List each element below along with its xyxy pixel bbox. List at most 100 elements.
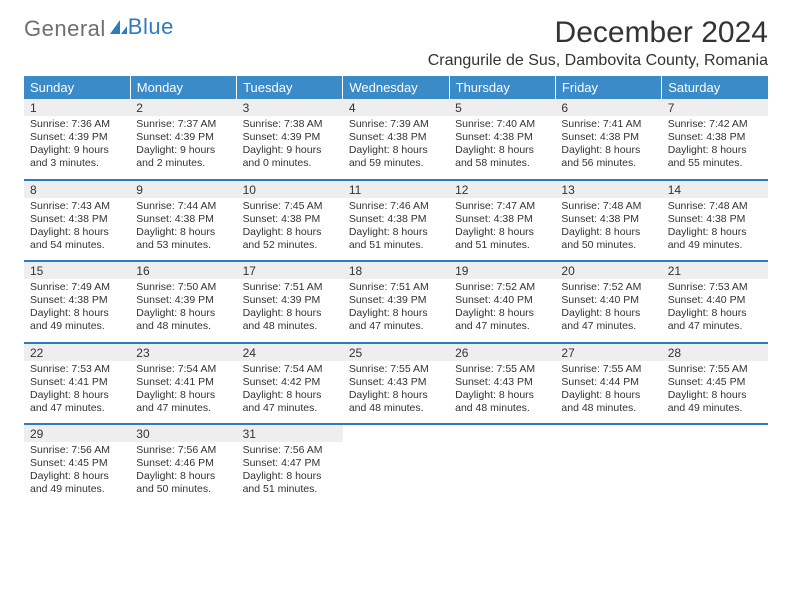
daylight-text-1: Daylight: 8 hours: [30, 389, 124, 402]
day-number: 8: [24, 181, 130, 198]
daylight-text-2: and 0 minutes.: [243, 157, 337, 170]
daylight-text-1: Daylight: 8 hours: [561, 307, 655, 320]
day-number-row: 1234567: [24, 99, 768, 116]
sunset-text: Sunset: 4:40 PM: [455, 294, 549, 307]
location-subtitle: Crangurile de Sus, Dambovita County, Rom…: [24, 52, 768, 70]
day-number: 20: [555, 262, 661, 279]
day-header: Wednesday: [343, 76, 449, 99]
daylight-text-1: Daylight: 8 hours: [30, 307, 124, 320]
day-cell: Sunrise: 7:51 AMSunset: 4:39 PMDaylight:…: [237, 279, 343, 343]
daylight-text-2: and 47 minutes.: [30, 402, 124, 415]
day-number: 21: [662, 262, 768, 279]
sunrise-text: Sunrise: 7:54 AM: [243, 363, 337, 376]
day-number: 27: [555, 344, 661, 361]
day-number: 4: [343, 99, 449, 116]
sunset-text: Sunset: 4:38 PM: [243, 213, 337, 226]
sunset-text: Sunset: 4:38 PM: [668, 131, 762, 144]
sunrise-text: Sunrise: 7:49 AM: [30, 281, 124, 294]
day-cell: Sunrise: 7:47 AMSunset: 4:38 PMDaylight:…: [449, 198, 555, 262]
day-cell: Sunrise: 7:48 AMSunset: 4:38 PMDaylight:…: [662, 198, 768, 262]
daylight-text-2: and 47 minutes.: [243, 402, 337, 415]
sunrise-text: Sunrise: 7:45 AM: [243, 200, 337, 213]
daylight-text-2: and 58 minutes.: [455, 157, 549, 170]
daylight-text-1: Daylight: 8 hours: [455, 144, 549, 157]
day-content-row: Sunrise: 7:43 AMSunset: 4:38 PMDaylight:…: [24, 198, 768, 262]
sunrise-text: Sunrise: 7:56 AM: [136, 444, 230, 457]
daylight-text-2: and 47 minutes.: [455, 320, 549, 333]
day-cell: Sunrise: 7:38 AMSunset: 4:39 PMDaylight:…: [237, 116, 343, 180]
daylight-text-2: and 47 minutes.: [349, 320, 443, 333]
day-cell: Sunrise: 7:39 AMSunset: 4:38 PMDaylight:…: [343, 116, 449, 180]
sunrise-text: Sunrise: 7:42 AM: [668, 118, 762, 131]
sunset-text: Sunset: 4:38 PM: [455, 131, 549, 144]
daylight-text-1: Daylight: 8 hours: [243, 226, 337, 239]
sunset-text: Sunset: 4:38 PM: [668, 213, 762, 226]
day-cell: Sunrise: 7:52 AMSunset: 4:40 PMDaylight:…: [555, 279, 661, 343]
day-cell: Sunrise: 7:42 AMSunset: 4:38 PMDaylight:…: [662, 116, 768, 180]
day-cell: Sunrise: 7:55 AMSunset: 4:43 PMDaylight:…: [343, 361, 449, 425]
sunrise-text: Sunrise: 7:55 AM: [349, 363, 443, 376]
day-number: 24: [237, 344, 343, 361]
day-header: Friday: [555, 76, 661, 99]
sunrise-text: Sunrise: 7:56 AM: [30, 444, 124, 457]
sunset-text: Sunset: 4:38 PM: [30, 294, 124, 307]
day-cell: Sunrise: 7:41 AMSunset: 4:38 PMDaylight:…: [555, 116, 661, 180]
day-header: Monday: [130, 76, 236, 99]
daylight-text-1: Daylight: 8 hours: [561, 389, 655, 402]
day-cell: Sunrise: 7:51 AMSunset: 4:39 PMDaylight:…: [343, 279, 449, 343]
sunset-text: Sunset: 4:38 PM: [455, 213, 549, 226]
daylight-text-2: and 49 minutes.: [668, 402, 762, 415]
day-header: Saturday: [662, 76, 768, 99]
empty-cell: [343, 425, 449, 442]
daylight-text-1: Daylight: 8 hours: [455, 307, 549, 320]
sunrise-text: Sunrise: 7:56 AM: [243, 444, 337, 457]
daylight-text-1: Daylight: 8 hours: [349, 389, 443, 402]
sunrise-text: Sunrise: 7:37 AM: [136, 118, 230, 131]
daylight-text-1: Daylight: 8 hours: [136, 226, 230, 239]
sunset-text: Sunset: 4:41 PM: [136, 376, 230, 389]
day-cell: Sunrise: 7:37 AMSunset: 4:39 PMDaylight:…: [130, 116, 236, 180]
calendar-table: SundayMondayTuesdayWednesdayThursdayFrid…: [24, 76, 768, 505]
daylight-text-2: and 49 minutes.: [30, 483, 124, 496]
daylight-text-2: and 52 minutes.: [243, 239, 337, 252]
daylight-text-1: Daylight: 8 hours: [136, 389, 230, 402]
page-title: December 2024: [555, 16, 768, 50]
sunrise-text: Sunrise: 7:53 AM: [30, 363, 124, 376]
sunset-text: Sunset: 4:44 PM: [561, 376, 655, 389]
sunset-text: Sunset: 4:39 PM: [349, 294, 443, 307]
sunrise-text: Sunrise: 7:51 AM: [243, 281, 337, 294]
daylight-text-1: Daylight: 8 hours: [243, 470, 337, 483]
empty-cell: [343, 442, 449, 505]
daylight-text-1: Daylight: 8 hours: [349, 144, 443, 157]
daylight-text-2: and 3 minutes.: [30, 157, 124, 170]
day-number: 14: [662, 181, 768, 198]
day-cell: Sunrise: 7:40 AMSunset: 4:38 PMDaylight:…: [449, 116, 555, 180]
day-number: 17: [237, 262, 343, 279]
daylight-text-2: and 59 minutes.: [349, 157, 443, 170]
day-cell: Sunrise: 7:48 AMSunset: 4:38 PMDaylight:…: [555, 198, 661, 262]
day-number: 11: [343, 181, 449, 198]
day-header: Thursday: [449, 76, 555, 99]
daylight-text-1: Daylight: 8 hours: [349, 226, 443, 239]
daylight-text-2: and 53 minutes.: [136, 239, 230, 252]
day-number-row: 293031: [24, 425, 768, 442]
sunset-text: Sunset: 4:39 PM: [136, 131, 230, 144]
sunrise-text: Sunrise: 7:53 AM: [668, 281, 762, 294]
sunset-text: Sunset: 4:47 PM: [243, 457, 337, 470]
sunrise-text: Sunrise: 7:55 AM: [668, 363, 762, 376]
day-number: 3: [237, 99, 343, 116]
day-number: 19: [449, 262, 555, 279]
day-number: 6: [555, 99, 661, 116]
sunset-text: Sunset: 4:46 PM: [136, 457, 230, 470]
day-cell: Sunrise: 7:55 AMSunset: 4:43 PMDaylight:…: [449, 361, 555, 425]
sunset-text: Sunset: 4:38 PM: [349, 131, 443, 144]
daylight-text-1: Daylight: 8 hours: [455, 389, 549, 402]
daylight-text-2: and 50 minutes.: [136, 483, 230, 496]
sunrise-text: Sunrise: 7:48 AM: [561, 200, 655, 213]
day-number: 12: [449, 181, 555, 198]
empty-cell: [449, 442, 555, 505]
sunset-text: Sunset: 4:39 PM: [30, 131, 124, 144]
day-cell: Sunrise: 7:55 AMSunset: 4:44 PMDaylight:…: [555, 361, 661, 425]
sunset-text: Sunset: 4:38 PM: [30, 213, 124, 226]
sunset-text: Sunset: 4:38 PM: [561, 131, 655, 144]
